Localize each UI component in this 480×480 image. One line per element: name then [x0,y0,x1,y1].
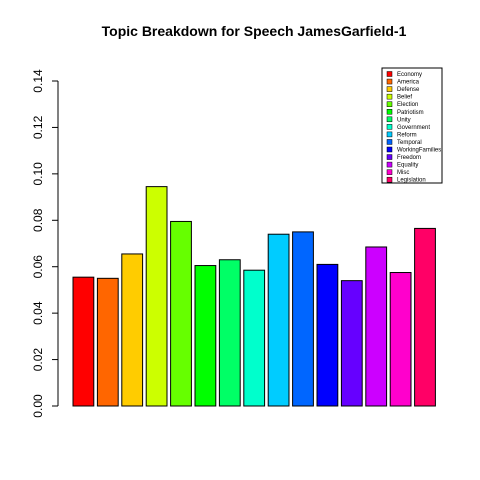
y-axis: 0.00 0.02 0.04 0.06 0.08 0.10 0.12 0.14 [31,69,59,418]
bar-legislation [414,227,436,407]
bar-election [170,220,192,407]
bar-belief [145,186,168,407]
legend-swatch [386,109,393,115]
y-tick-label: 0.00 [31,394,45,418]
legend-label: Equality [397,163,418,169]
bar-government [243,269,266,407]
legend-label: Misc [397,170,409,176]
bar-unity [218,259,241,407]
y-tick-label: 0.08 [31,208,45,232]
legend-swatch [386,93,393,100]
legend-label: WorkingFamilies [397,148,441,154]
bar-misc [389,272,412,407]
legend-swatch [386,169,393,175]
legend-label: Reform [397,132,417,138]
y-tick-label: 0.14 [31,69,45,93]
legend-label: Belief [397,95,412,101]
legend-label: Temporal [397,140,422,146]
legend-label: Unity [397,117,411,123]
bar-america [96,277,119,407]
y-tick-label: 0.06 [31,255,45,279]
chart-title: Topic Breakdown for Speech JamesGarfield… [102,23,407,39]
bar-defense [121,253,144,407]
legend-label: Economy [397,72,422,78]
legend-label: Freedom [397,155,421,161]
y-tick-label: 0.10 [31,162,45,186]
y-tick-label: 0.02 [31,348,45,372]
y-tick-label: 0.04 [31,301,45,325]
legend-swatch [386,176,393,183]
bar-reform [267,233,290,407]
bars [72,186,436,407]
legend-swatch [386,146,393,153]
legend-label: America [397,80,420,86]
bar-temporal [292,231,314,407]
legend-label: Legislation [397,178,426,184]
bar-patriotism [194,265,217,407]
legend-label: Defense [397,87,420,93]
y-tick-label: 0.12 [31,115,45,139]
legend-swatch [386,124,393,130]
legend-swatch [386,161,393,168]
legend-swatch [386,101,393,107]
legend-swatch [386,139,393,145]
legend-swatch [386,154,393,160]
bar-workingfamilies [316,263,339,407]
legend-label: Government [397,125,430,131]
legend-swatch [386,131,393,138]
legend-swatch [386,116,393,123]
legend-label: Patriotism [397,110,424,116]
legend-label: Election [397,102,418,108]
legend-swatch [386,86,393,92]
legend-swatch [386,71,393,77]
bar-equality [365,246,388,407]
bar-freedom [340,280,363,407]
bar-economy [72,276,95,407]
legend-swatch [386,78,393,85]
